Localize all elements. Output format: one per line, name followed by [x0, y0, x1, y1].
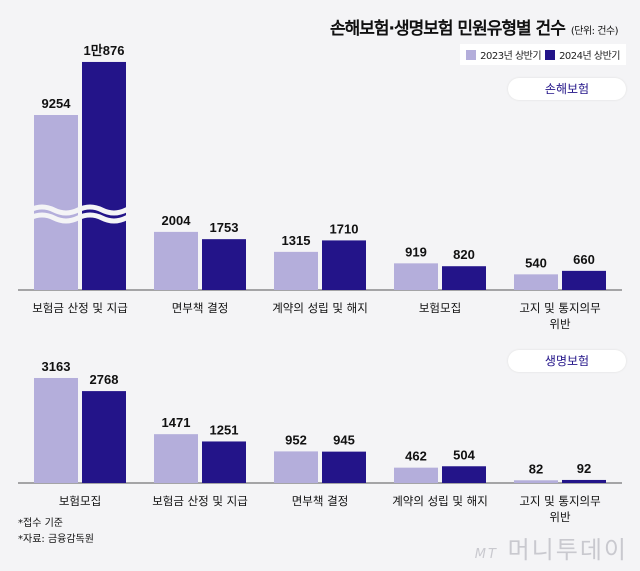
- data-label: 1710: [330, 221, 359, 236]
- data-label: 540: [525, 255, 547, 270]
- data-label: 9254: [42, 96, 72, 111]
- unit-label: (단위: 건수): [570, 26, 619, 37]
- data-label: 2004: [162, 213, 192, 228]
- bar-2024: [442, 466, 486, 483]
- bar-2023: [34, 115, 78, 290]
- bar-2024: [322, 451, 366, 483]
- bar-2024: [82, 61, 126, 290]
- note-basis: *접수 기준: [18, 518, 63, 529]
- panel-badge-life: 생명보험: [508, 350, 626, 372]
- watermark-logo: MT 머니투데이: [474, 536, 628, 564]
- bar-2024: [82, 391, 126, 483]
- data-label: 1471: [162, 415, 191, 430]
- data-label: 2768: [90, 372, 119, 387]
- category-label: 보험금 산정 및 지급: [152, 494, 248, 508]
- data-label: 82: [529, 461, 543, 476]
- legend-swatch-2023: [466, 49, 477, 60]
- bar-2024: [202, 239, 246, 290]
- category-label: 계약의 성립 및 해지: [272, 301, 368, 315]
- data-label: 3163: [42, 359, 71, 374]
- data-label: 945: [333, 433, 355, 448]
- category-label: 위반: [549, 317, 571, 331]
- bar-2023: [514, 274, 558, 290]
- panel-badge-nonlife: 손해보험: [508, 78, 626, 100]
- bar-2024: [202, 441, 246, 483]
- bar-2023: [274, 451, 318, 483]
- chart-title: 손해보험·생명보험 민원유형별 건수 (단위: 건수): [329, 19, 619, 39]
- legend-label-2023: 2023년 상반기: [480, 51, 542, 62]
- data-label: 1753: [210, 220, 239, 235]
- legend-label-2024: 2024년 상반기: [559, 51, 620, 62]
- data-label: 1315: [282, 233, 311, 248]
- bar-2023: [154, 231, 198, 290]
- legend: 2023년 상반기 2024년 상반기: [460, 44, 626, 65]
- data-label: 1만876: [84, 43, 125, 58]
- bar-2023: [154, 434, 198, 483]
- data-label: 462: [405, 449, 427, 464]
- note-source: *자료: 금융감독원: [18, 534, 94, 545]
- bar-2023: [274, 251, 318, 290]
- category-label: 보험모집: [59, 494, 101, 508]
- axis-break-mark: [28, 212, 152, 224]
- axis-break-mark: [28, 204, 152, 216]
- category-label: 보험금 산정 및 지급: [32, 301, 128, 315]
- data-label: 919: [405, 244, 427, 259]
- category-label: 계약의 성립 및 해지: [392, 494, 488, 508]
- category-label: 보험모집: [419, 301, 461, 315]
- category-label: 면부책 결정: [172, 301, 229, 315]
- data-label: 820: [453, 247, 475, 262]
- legend-swatch-2024: [545, 49, 556, 60]
- bar-2023: [514, 480, 558, 483]
- bar-2024: [562, 479, 606, 483]
- data-label: 504: [453, 447, 475, 462]
- category-label: 고지 및 통지의무: [519, 301, 600, 315]
- category-label: 위반: [549, 510, 571, 524]
- bar-2023: [34, 377, 78, 483]
- category-label: 고지 및 통지의무: [519, 494, 600, 508]
- bar-2023: [394, 467, 438, 483]
- data-label: 660: [573, 252, 595, 267]
- bar-2024: [562, 270, 606, 290]
- bar-2024: [442, 266, 486, 290]
- bar-2024: [322, 240, 366, 290]
- bar-2023: [394, 263, 438, 290]
- category-label: 면부책 결정: [292, 494, 349, 508]
- data-label: 952: [285, 432, 307, 447]
- data-label: 92: [577, 461, 591, 476]
- data-label: 1251: [210, 422, 239, 437]
